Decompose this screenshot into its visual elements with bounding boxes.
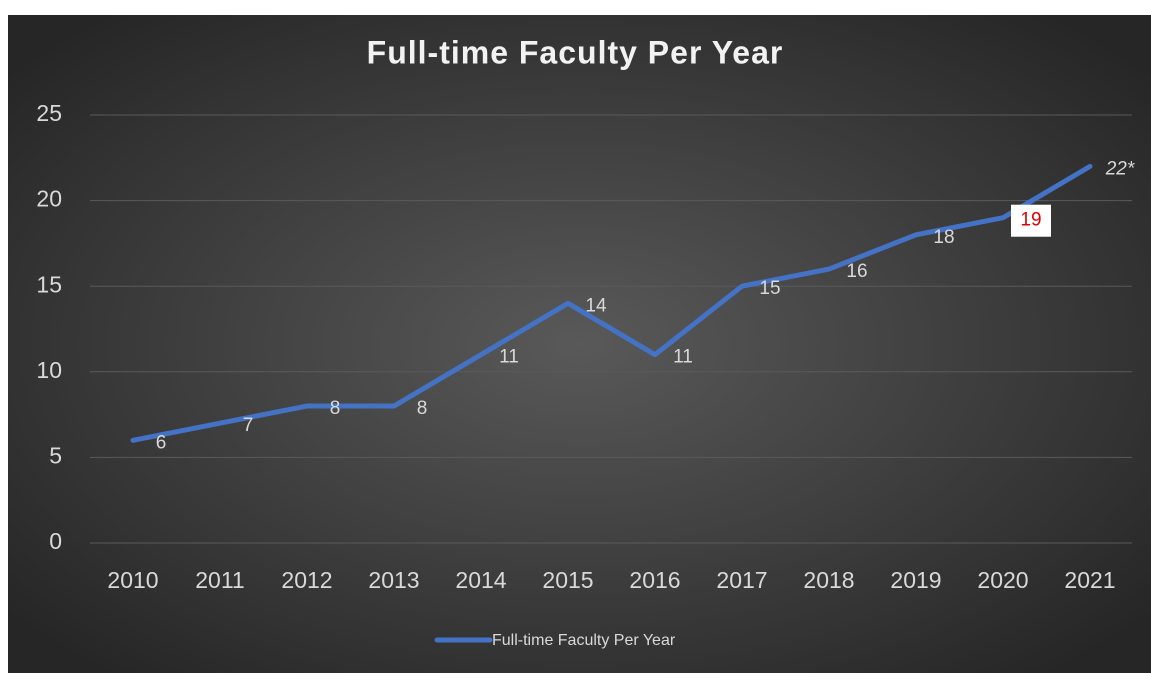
x-tick-label: 2011	[195, 567, 244, 593]
x-tick-label: 2020	[977, 567, 1028, 593]
data-label: 16	[846, 261, 867, 282]
x-tick-label: 2017	[716, 567, 767, 593]
y-tick-label: 15	[36, 271, 62, 297]
legend-label: Full-time Faculty Per Year	[492, 632, 676, 649]
x-tick-label: 2016	[629, 567, 680, 593]
x-tick-label: 2021	[1064, 567, 1115, 593]
data-label: 19	[1020, 210, 1041, 231]
data-line	[130, 163, 1093, 443]
data-label-box	[1011, 204, 1051, 237]
data-label: 11	[499, 347, 519, 368]
y-tick-label: 0	[49, 528, 62, 554]
data-label: 8	[330, 398, 341, 419]
x-tick-label: 2013	[368, 567, 419, 593]
y-tick-label: 5	[49, 442, 62, 468]
x-tick-label: 2015	[542, 567, 593, 593]
y-tick-label: 10	[36, 357, 62, 383]
y-tick-label: 20	[36, 186, 62, 212]
x-tick-label: 2019	[890, 567, 941, 593]
chart-title: Full-time Faculty Per Year	[367, 34, 784, 70]
data-label: 8	[417, 398, 428, 419]
y-tick-label: 25	[36, 100, 62, 126]
chart-background	[8, 15, 1151, 673]
x-tick-label: 2018	[803, 567, 854, 593]
x-tick-label: 2012	[281, 567, 332, 593]
data-label: 22*	[1105, 158, 1135, 179]
data-label: 15	[759, 278, 780, 299]
data-label: 14	[585, 295, 607, 316]
data-label: 6	[156, 432, 167, 453]
data-label: 11	[673, 347, 693, 368]
x-tick-label: 2010	[107, 567, 158, 593]
x-tick-label: 2014	[455, 567, 506, 593]
data-label: 7	[243, 415, 254, 436]
data-label: 18	[933, 227, 954, 248]
